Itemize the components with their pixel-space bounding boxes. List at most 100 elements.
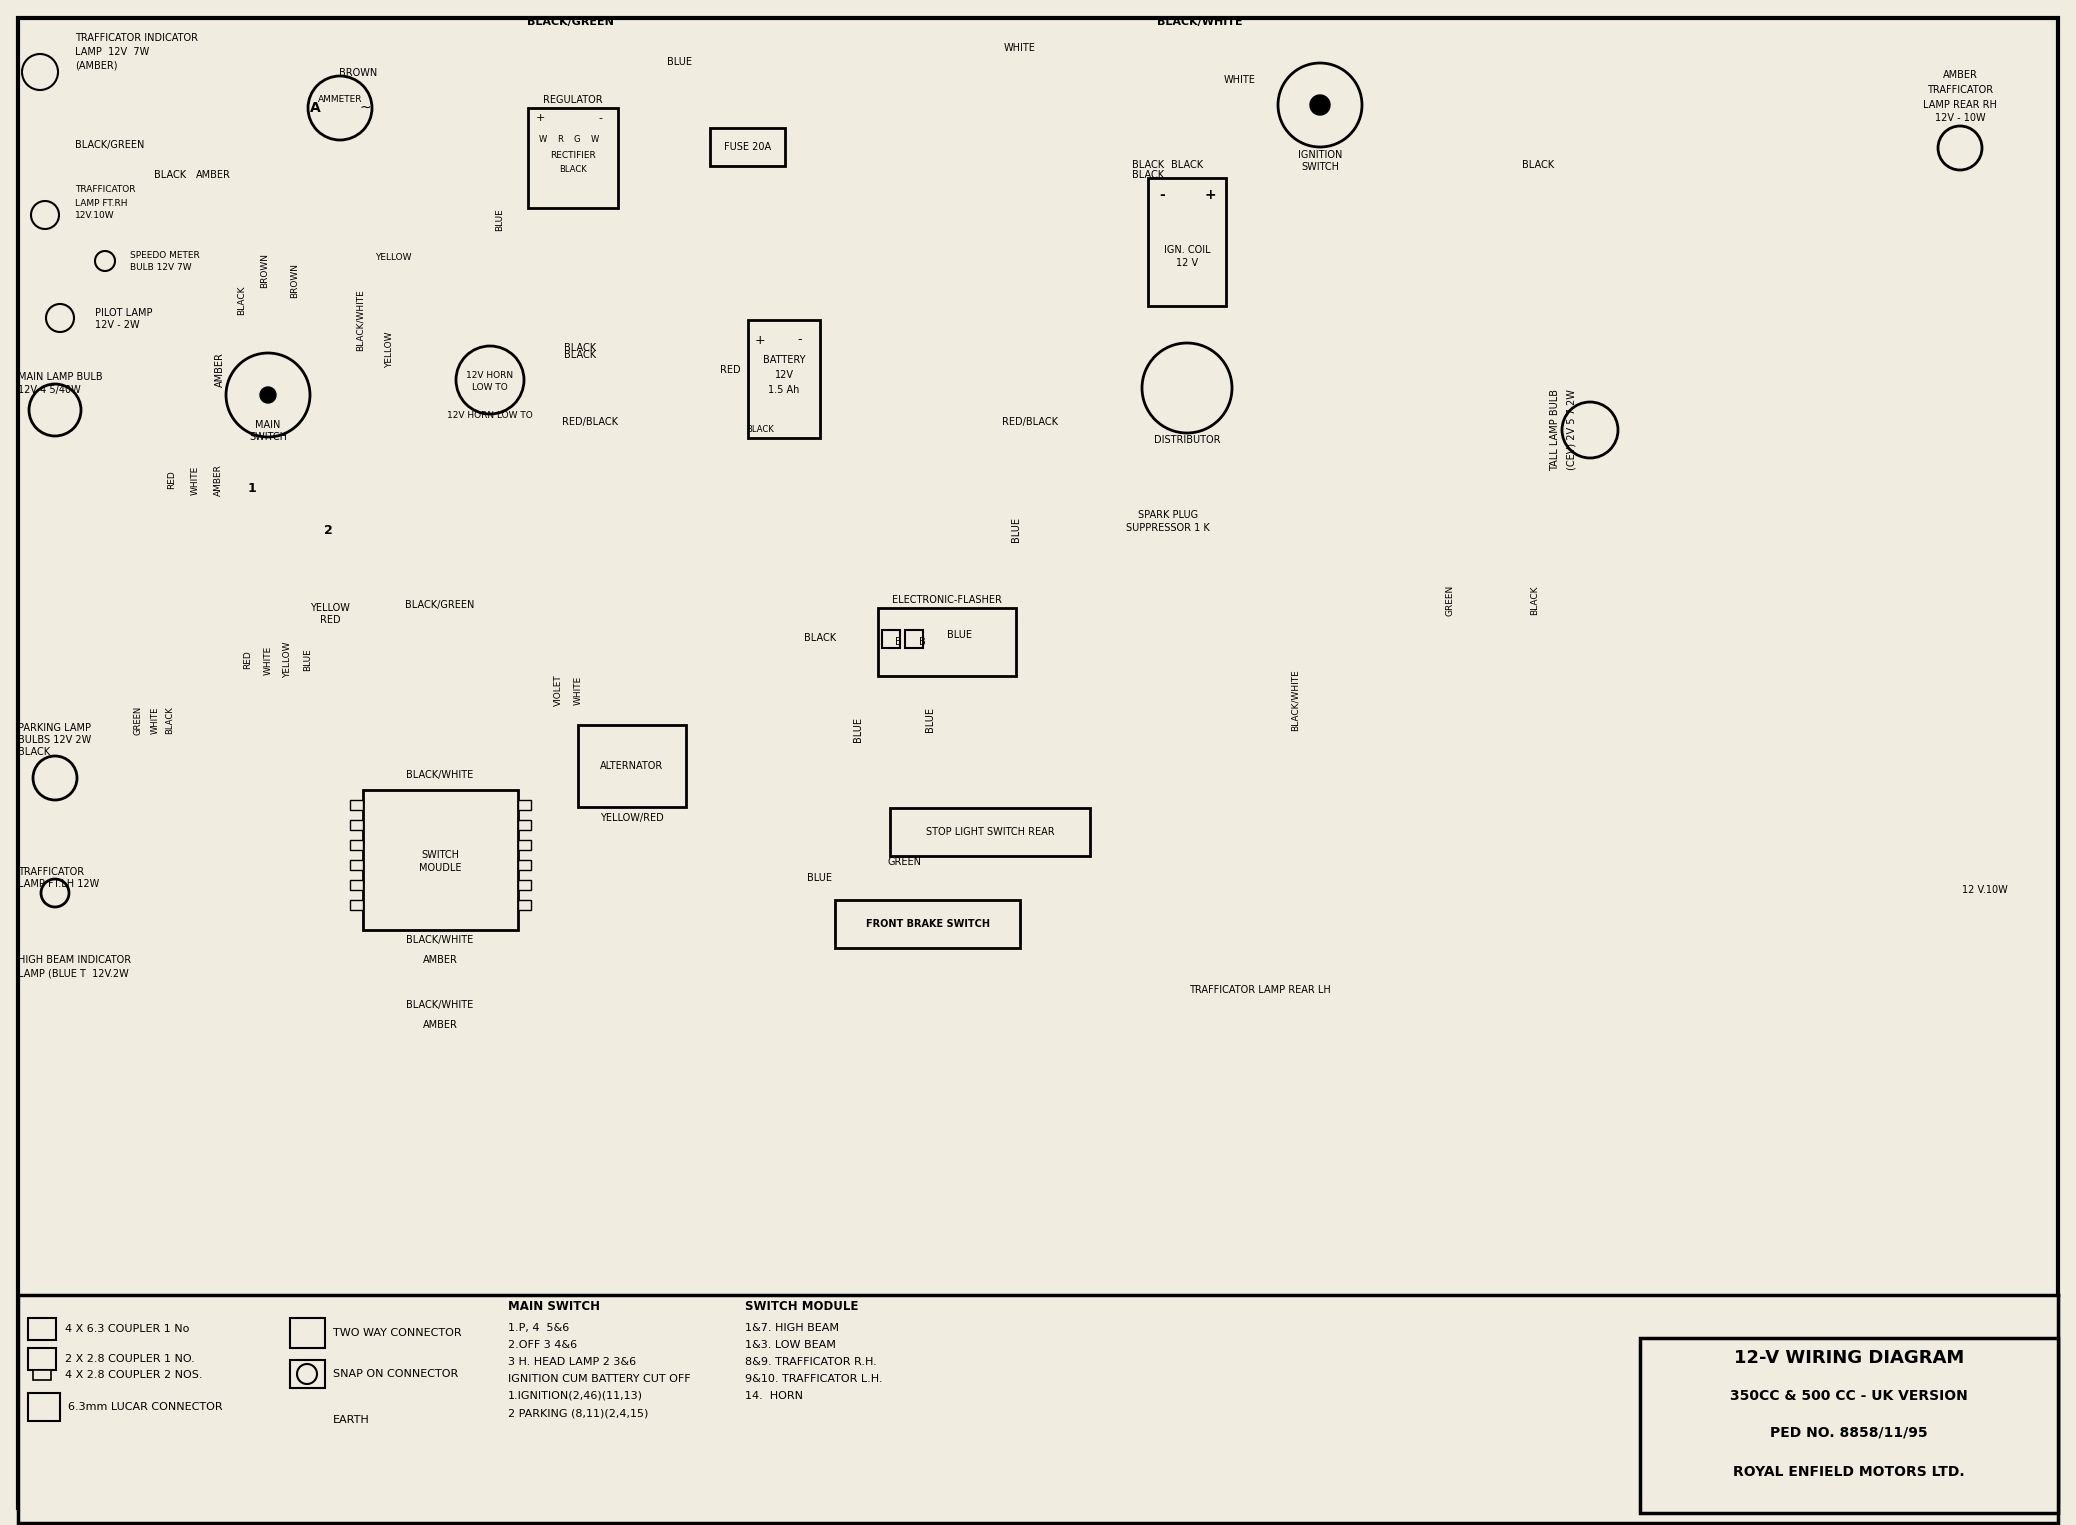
Text: RECTIFIER: RECTIFIER xyxy=(550,151,596,160)
Text: BLACK/WHITE: BLACK/WHITE xyxy=(1156,17,1244,27)
Text: PARKING LAMP: PARKING LAMP xyxy=(19,723,91,734)
Text: BULB 12V 7W: BULB 12V 7W xyxy=(131,262,191,271)
Text: MAIN LAMP BULB: MAIN LAMP BULB xyxy=(19,372,102,381)
Text: TRAFFICATOR: TRAFFICATOR xyxy=(19,868,85,877)
Text: (CEV) 2V 5 7 2W: (CEV) 2V 5 7 2W xyxy=(1567,389,1578,470)
Bar xyxy=(1148,178,1227,307)
Circle shape xyxy=(1142,343,1231,433)
Text: ~: ~ xyxy=(359,101,372,114)
Bar xyxy=(33,1369,52,1380)
Circle shape xyxy=(307,76,372,140)
Circle shape xyxy=(297,1363,318,1385)
Text: BLACK: BLACK xyxy=(1522,160,1555,169)
Text: EARTH: EARTH xyxy=(332,1415,370,1424)
Circle shape xyxy=(33,756,77,801)
Text: YELLOW: YELLOW xyxy=(309,602,351,613)
Text: 12V 4 5/40W: 12V 4 5/40W xyxy=(19,384,81,395)
Bar xyxy=(519,840,531,849)
Circle shape xyxy=(1561,403,1617,458)
Text: 14.  HORN: 14. HORN xyxy=(745,1391,803,1401)
Bar xyxy=(882,630,901,648)
Text: SUPPRESSOR 1 K: SUPPRESSOR 1 K xyxy=(1125,523,1210,534)
Bar xyxy=(891,808,1090,856)
Text: SWITCH: SWITCH xyxy=(421,849,459,860)
Text: SPARK PLUG: SPARK PLUG xyxy=(1138,509,1198,520)
Bar xyxy=(351,820,363,830)
Text: IGNITION: IGNITION xyxy=(1298,149,1343,160)
Bar xyxy=(351,860,363,869)
Text: -: - xyxy=(1158,188,1165,201)
Text: 12 V: 12 V xyxy=(1175,258,1198,268)
Text: IGNITION CUM BATTERY CUT OFF: IGNITION CUM BATTERY CUT OFF xyxy=(509,1374,691,1385)
Text: BROWN: BROWN xyxy=(260,253,270,288)
Text: GREEN: GREEN xyxy=(1445,584,1455,616)
Text: TRAFFICATOR LAMP REAR LH: TRAFFICATOR LAMP REAR LH xyxy=(1190,985,1331,994)
Bar xyxy=(291,1318,326,1348)
Text: SNAP ON CONNECTOR: SNAP ON CONNECTOR xyxy=(332,1369,459,1379)
Text: SWITCH MODULE: SWITCH MODULE xyxy=(745,1301,857,1313)
Bar xyxy=(351,900,363,910)
Text: BLUE: BLUE xyxy=(1011,517,1021,543)
Text: BLACK: BLACK xyxy=(803,633,837,644)
Text: LAMP REAR RH: LAMP REAR RH xyxy=(1922,101,1997,110)
Text: 12 V.10W: 12 V.10W xyxy=(1962,884,2007,895)
Text: BLACK/GREEN: BLACK/GREEN xyxy=(405,599,475,610)
Text: 2 X 2.8 COUPLER 1 NO.: 2 X 2.8 COUPLER 1 NO. xyxy=(64,1354,195,1363)
Text: AMMETER: AMMETER xyxy=(318,96,361,105)
Text: IGN. COIL: IGN. COIL xyxy=(1165,246,1210,255)
Text: AMBER: AMBER xyxy=(1943,70,1978,79)
Circle shape xyxy=(226,352,309,438)
Text: 2: 2 xyxy=(324,523,332,537)
Text: BLACK: BLACK xyxy=(745,425,774,435)
Text: (AMBER): (AMBER) xyxy=(75,59,118,70)
Text: TRAFFICATOR: TRAFFICATOR xyxy=(1927,85,1993,95)
Text: BROWN: BROWN xyxy=(291,262,299,297)
Text: REGULATOR: REGULATOR xyxy=(544,95,602,105)
Text: BROWN: BROWN xyxy=(338,69,378,78)
Bar xyxy=(19,1295,2057,1523)
Text: WHITE: WHITE xyxy=(1005,43,1036,53)
Text: SPEEDO METER: SPEEDO METER xyxy=(131,250,199,259)
Circle shape xyxy=(29,384,81,436)
Text: BLACK/WHITE: BLACK/WHITE xyxy=(407,770,473,779)
Circle shape xyxy=(1310,95,1331,114)
Bar xyxy=(835,900,1019,949)
Circle shape xyxy=(46,303,75,332)
Bar xyxy=(351,801,363,810)
Text: BLUE: BLUE xyxy=(853,717,864,743)
Bar xyxy=(291,1360,326,1388)
Text: BLUE: BLUE xyxy=(947,630,972,640)
Text: LAMP FT.LH 12W: LAMP FT.LH 12W xyxy=(19,878,100,889)
Text: BLUE: BLUE xyxy=(808,872,832,883)
Text: 12V: 12V xyxy=(774,371,793,380)
Text: TRAFFICATOR INDICATOR: TRAFFICATOR INDICATOR xyxy=(75,34,197,43)
Text: TALL LAMP BULB: TALL LAMP BULB xyxy=(1551,389,1559,471)
Text: WHITE: WHITE xyxy=(573,676,583,705)
Text: BLACK: BLACK xyxy=(166,706,174,734)
Text: YELLOW/RED: YELLOW/RED xyxy=(600,813,664,824)
Text: PILOT LAMP: PILOT LAMP xyxy=(95,308,152,319)
Text: E: E xyxy=(895,637,901,647)
Text: 6.3mm LUCAR CONNECTOR: 6.3mm LUCAR CONNECTOR xyxy=(69,1401,222,1412)
Bar xyxy=(519,801,531,810)
Text: 9&10. TRAFFICATOR L.H.: 9&10. TRAFFICATOR L.H. xyxy=(745,1374,882,1385)
Text: 1&3. LOW BEAM: 1&3. LOW BEAM xyxy=(745,1340,837,1350)
Text: LAMP FT.RH: LAMP FT.RH xyxy=(75,198,127,207)
Text: VIOLET: VIOLET xyxy=(554,674,563,706)
Text: +: + xyxy=(1204,188,1217,201)
Text: 350CC & 500 CC - UK VERSION: 350CC & 500 CC - UK VERSION xyxy=(1729,1389,1968,1403)
Text: 12V - 10W: 12V - 10W xyxy=(1935,113,1985,124)
Text: TWO WAY CONNECTOR: TWO WAY CONNECTOR xyxy=(332,1328,461,1337)
Text: GREEN: GREEN xyxy=(133,706,143,735)
Bar xyxy=(710,128,785,166)
Text: BLACK: BLACK xyxy=(565,343,596,352)
Text: +: + xyxy=(536,113,544,124)
Text: RED: RED xyxy=(243,651,253,669)
Bar xyxy=(905,630,924,648)
Text: LAMP (BLUE T  12V.2W: LAMP (BLUE T 12V.2W xyxy=(19,968,129,978)
Text: 1.IGNITION(2,46)(11,13): 1.IGNITION(2,46)(11,13) xyxy=(509,1391,644,1401)
Text: STOP LIGHT SWITCH REAR: STOP LIGHT SWITCH REAR xyxy=(926,827,1055,837)
Text: 4 X 2.8 COUPLER 2 NOS.: 4 X 2.8 COUPLER 2 NOS. xyxy=(64,1369,203,1380)
Text: -: - xyxy=(598,113,602,124)
Text: R: R xyxy=(556,136,563,145)
